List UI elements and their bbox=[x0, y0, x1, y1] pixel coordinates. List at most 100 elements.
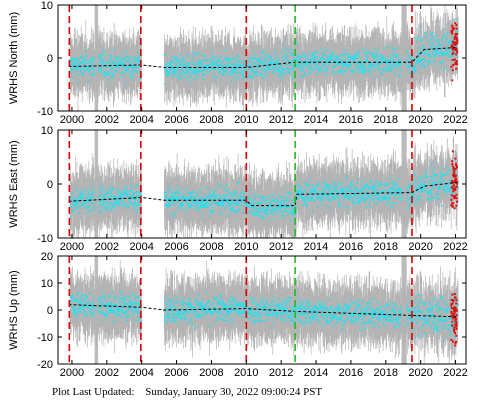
data-point bbox=[264, 304, 267, 306]
data-point bbox=[74, 204, 77, 206]
data-point bbox=[305, 196, 308, 199]
data-point bbox=[280, 308, 282, 311]
data-point bbox=[277, 298, 280, 300]
data-point bbox=[372, 64, 375, 67]
data-point bbox=[348, 306, 351, 308]
data-point bbox=[435, 329, 437, 331]
data-point bbox=[165, 66, 168, 68]
data-point bbox=[219, 294, 221, 296]
data-point bbox=[406, 194, 408, 196]
data-point bbox=[226, 58, 229, 60]
data-point bbox=[229, 319, 231, 321]
data-point bbox=[234, 68, 237, 71]
data-point bbox=[314, 66, 316, 69]
recent-point bbox=[453, 312, 456, 314]
data-point bbox=[312, 184, 315, 187]
data-point bbox=[73, 300, 75, 302]
data-point bbox=[298, 191, 301, 194]
data-point bbox=[218, 312, 221, 315]
data-point bbox=[410, 64, 412, 67]
data-point bbox=[273, 312, 276, 315]
data-point bbox=[304, 200, 307, 202]
data-point bbox=[91, 68, 93, 70]
data-point bbox=[369, 199, 371, 202]
data-point bbox=[109, 305, 112, 308]
data-point bbox=[316, 309, 319, 311]
data-point bbox=[446, 172, 448, 174]
data-point bbox=[286, 48, 289, 50]
data-point bbox=[406, 196, 408, 199]
data-point bbox=[240, 192, 242, 194]
data-point bbox=[274, 74, 277, 77]
data-point bbox=[352, 191, 354, 193]
recent-point bbox=[450, 307, 453, 310]
data-point bbox=[265, 207, 267, 210]
data-point bbox=[289, 192, 291, 195]
data-point bbox=[422, 35, 425, 38]
data-point bbox=[79, 296, 82, 299]
data-point bbox=[176, 68, 179, 71]
data-point bbox=[330, 56, 332, 58]
data-point bbox=[356, 66, 359, 68]
data-point bbox=[378, 317, 380, 320]
data-point bbox=[190, 81, 192, 83]
recent-point bbox=[455, 164, 457, 166]
error-bar-path bbox=[69, 5, 459, 111]
data-point bbox=[110, 208, 113, 211]
data-point bbox=[285, 54, 287, 57]
x-tick-label: 2012 bbox=[269, 114, 293, 126]
data-point bbox=[357, 178, 359, 180]
data-point bbox=[358, 299, 360, 301]
data-point bbox=[313, 200, 315, 202]
data-point bbox=[187, 201, 190, 204]
data-point bbox=[423, 184, 425, 186]
data-point bbox=[350, 64, 352, 67]
data-point bbox=[110, 77, 112, 79]
data-point bbox=[274, 218, 276, 221]
data-point bbox=[256, 307, 258, 309]
data-point bbox=[182, 311, 185, 314]
data-point bbox=[382, 196, 385, 199]
data-point bbox=[135, 319, 138, 322]
data-point bbox=[265, 74, 267, 76]
data-point bbox=[228, 62, 231, 65]
data-point bbox=[368, 202, 370, 204]
data-point bbox=[277, 206, 280, 208]
recent-point bbox=[451, 320, 454, 323]
data-point bbox=[229, 192, 232, 194]
data-point bbox=[114, 304, 117, 307]
data-point bbox=[318, 191, 320, 193]
data-point bbox=[228, 215, 230, 217]
data-point bbox=[70, 300, 72, 303]
data-point bbox=[301, 196, 304, 199]
data-point bbox=[81, 62, 84, 65]
data-point bbox=[106, 315, 109, 318]
data-point bbox=[205, 202, 208, 204]
recent-point bbox=[452, 64, 455, 67]
data-point bbox=[181, 195, 183, 197]
data-point bbox=[374, 310, 377, 312]
data-point bbox=[326, 322, 328, 325]
data-point bbox=[456, 48, 459, 50]
data-point bbox=[457, 55, 459, 58]
data-point bbox=[224, 56, 227, 59]
data-point bbox=[446, 310, 449, 313]
data-point bbox=[119, 63, 121, 65]
data-point bbox=[256, 203, 259, 205]
data-point bbox=[338, 316, 340, 319]
data-point bbox=[362, 194, 364, 196]
data-point bbox=[176, 208, 179, 211]
data-point bbox=[238, 181, 240, 183]
data-point bbox=[181, 197, 183, 199]
data-point bbox=[89, 308, 92, 311]
data-point bbox=[343, 188, 345, 190]
data-point bbox=[244, 202, 246, 204]
data-point bbox=[386, 60, 388, 62]
data-point bbox=[82, 72, 84, 74]
data-point bbox=[363, 323, 366, 325]
data-point bbox=[222, 307, 225, 310]
data-point bbox=[342, 198, 345, 201]
data-point bbox=[420, 37, 422, 39]
data-point bbox=[381, 314, 384, 317]
data-point bbox=[380, 183, 383, 186]
